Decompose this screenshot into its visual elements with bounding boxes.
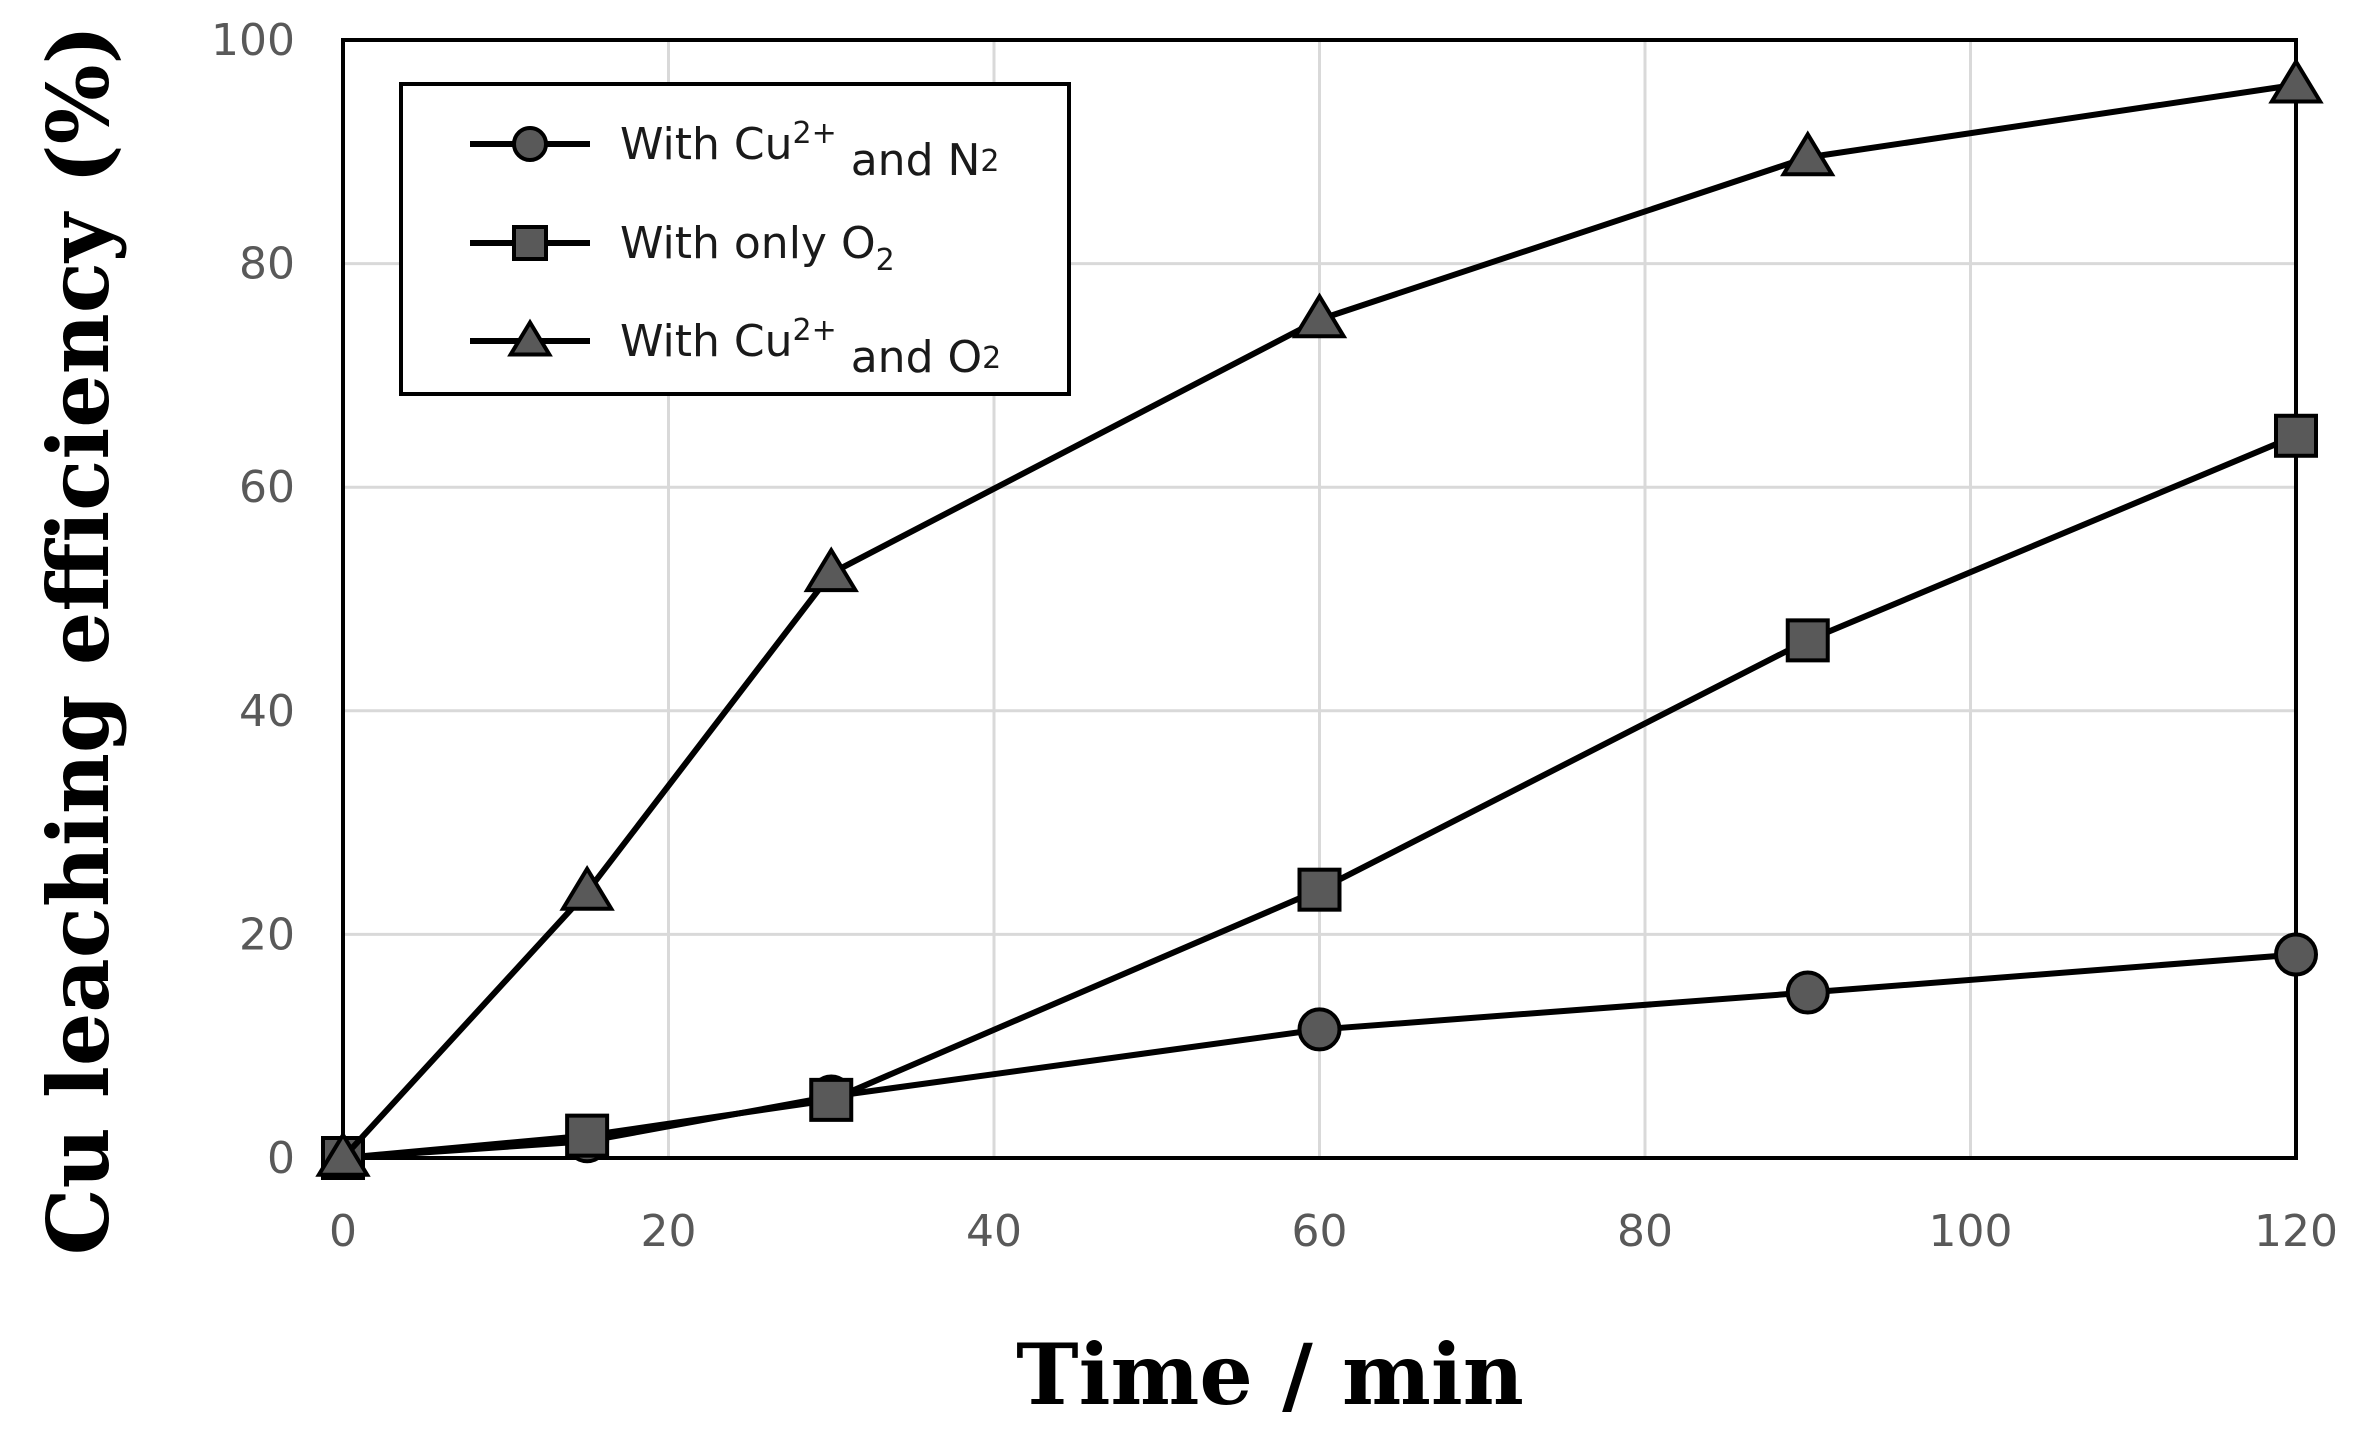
y-axis-title: Cu leaching efficiency (%)	[29, 25, 128, 1256]
square-marker	[1297, 867, 1342, 912]
circle-marker	[1785, 970, 1830, 1015]
triangle-marker	[2268, 57, 2324, 104]
x-tick-label: 0	[329, 1206, 357, 1257]
tick-labels: 0 20 40 60 80 100 120 0 20 40 60 80 100	[211, 15, 2338, 1257]
x-axis-title: Time / min	[1016, 1325, 1524, 1424]
legend-label: With only O2	[620, 218, 895, 278]
triangle-marker	[507, 318, 553, 357]
y-tick-label: 0	[267, 1133, 295, 1184]
series-line	[340, 81, 2297, 1161]
y-tick-label: 80	[239, 239, 295, 290]
plot-area-border	[341, 38, 2298, 1160]
legend-label: With Cu2+ and N2	[620, 116, 1000, 186]
y-tick-label: 20	[239, 909, 295, 960]
x-tick-label: 120	[2254, 1206, 2338, 1257]
x-tick-label: 60	[1292, 1206, 1348, 1257]
triangle-marker	[315, 1131, 371, 1177]
legend-label: With Cu2+ and O2	[620, 313, 1001, 383]
legend-label-part: 2+	[793, 116, 837, 151]
x-tick-label: 80	[1617, 1206, 1673, 1257]
legend-label-part: With Cu	[620, 316, 793, 367]
x-tick-label: 40	[966, 1206, 1022, 1257]
x-tick-label: 100	[1929, 1206, 2013, 1257]
series-layer	[315, 57, 2324, 1180]
square-marker	[565, 1113, 610, 1158]
series-triangle	[315, 57, 2324, 1177]
circle-marker	[512, 126, 548, 162]
y-tick-label: 60	[239, 462, 295, 513]
triangle-marker	[1780, 130, 1836, 177]
triangle-marker	[559, 864, 615, 911]
square-marker	[809, 1077, 854, 1122]
legend-label-part: With Cu	[620, 119, 793, 170]
square-marker	[1785, 618, 1830, 663]
legend-label-part: 2+	[793, 313, 837, 348]
legend-entry: With Cu2+ and O2	[470, 313, 1001, 383]
series-line	[342, 951, 2297, 1161]
series-line	[342, 433, 2298, 1161]
y-tick-label: 40	[239, 686, 295, 737]
legend-label-part: and O	[837, 332, 982, 383]
x-tick-label: 20	[641, 1206, 697, 1257]
legend-label-part: With only O	[620, 218, 876, 269]
legend-label-part: 2	[982, 341, 1001, 376]
triangle-marker	[1291, 292, 1348, 339]
triangle-marker	[803, 546, 859, 593]
legend-label-part: 2	[980, 144, 999, 179]
legend-entry: With only O2	[470, 218, 895, 278]
y-tick-label: 100	[211, 15, 295, 66]
legend-label-part: and N	[837, 135, 981, 186]
legend-entry: With Cu2+ and N2	[470, 116, 1000, 186]
circle-marker	[1297, 1007, 1342, 1052]
square-marker	[512, 225, 548, 261]
circle-marker	[2274, 932, 2318, 977]
legend-label-part: 2	[876, 243, 895, 278]
square-marker	[2274, 413, 2318, 458]
